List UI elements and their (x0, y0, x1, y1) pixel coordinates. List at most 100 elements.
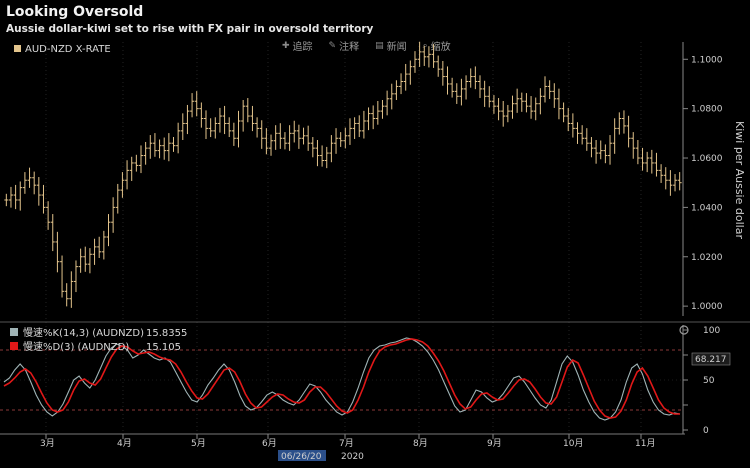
candle (594, 139, 599, 164)
candle (654, 152, 659, 177)
candle (50, 214, 55, 252)
annotate-button[interactable]: ✎ 注释 (329, 38, 360, 54)
candle (412, 51, 417, 73)
candle (501, 100, 506, 127)
candle (60, 255, 65, 298)
candle (621, 110, 626, 134)
zoom-button[interactable]: ⌕ 缩放 (423, 38, 451, 54)
candle (426, 46, 431, 68)
candle (543, 76, 548, 103)
candle (663, 167, 668, 190)
candle (320, 145, 325, 167)
candle (64, 283, 69, 307)
candle (552, 83, 557, 108)
candle (190, 93, 195, 118)
candle (87, 248, 92, 274)
candle (227, 117, 232, 138)
candle (617, 112, 622, 135)
candle (41, 184, 46, 214)
stochastic-legend: 慢速%K(14,3) (AUDNZD) 15.8355 慢速%D(3) (AUD… (10, 327, 187, 353)
candle (32, 171, 37, 195)
candle (148, 135, 153, 159)
candle (180, 113, 185, 140)
candle (255, 117, 260, 138)
candle (92, 238, 97, 265)
x-month-label: 5月 (191, 438, 206, 449)
news-label: 新闻 (386, 42, 407, 53)
candle (385, 90, 390, 116)
price-y-tick-label: 1.0200 (691, 253, 723, 263)
candle (482, 80, 487, 107)
x-month-label: 11月 (635, 438, 655, 449)
candle (55, 231, 60, 273)
candle (361, 110, 366, 139)
candle (538, 88, 543, 115)
chart-title: Looking Oversold (6, 4, 144, 20)
k-legend-value: 15.8355 (146, 328, 187, 339)
candle (264, 128, 269, 155)
candle (561, 102, 566, 123)
candle (329, 135, 334, 163)
news-button[interactable]: ▤ 新闻 (375, 38, 407, 54)
candle (454, 83, 459, 104)
candle (324, 146, 329, 169)
price-legend: AUD-NZD X-RATE (14, 44, 111, 55)
candle (222, 105, 227, 135)
candle (389, 83, 394, 110)
candle (176, 122, 181, 154)
candle (250, 105, 255, 132)
candle (598, 140, 603, 160)
candle (491, 95, 496, 114)
candle (473, 66, 478, 90)
candle (125, 160, 130, 190)
candle (115, 183, 120, 214)
candle (584, 128, 589, 151)
x-month-label: 10月 (563, 438, 583, 449)
x-month-label: 3月 (40, 438, 55, 449)
candle (468, 68, 473, 88)
stochastic-y-axis: 0 50 100 (683, 326, 720, 436)
candle (8, 186, 13, 208)
candle (459, 78, 464, 106)
price-legend-label: AUD-NZD X-RATE (25, 44, 111, 55)
price-gridlines (45, 42, 684, 434)
candle (152, 133, 157, 157)
candle (575, 122, 580, 144)
candle (649, 149, 654, 174)
price-y-tick-label: 1.0600 (691, 154, 723, 164)
candle (4, 193, 9, 207)
candle (487, 86, 492, 108)
candle (306, 125, 311, 151)
candle (241, 100, 246, 132)
candle (556, 88, 561, 120)
stochastic-y-tick-label: 50 (703, 376, 715, 386)
candle (171, 137, 176, 152)
track-button[interactable]: ✚ 追踪 (282, 38, 313, 54)
candle (566, 107, 571, 132)
price-y-axis-title: Kiwi per Aussie dollar (733, 121, 746, 239)
candle (635, 139, 640, 165)
x-month-label: 4月 (117, 438, 132, 449)
settings-icon[interactable] (679, 325, 689, 335)
x-month-label: 8月 (413, 438, 428, 449)
candle (371, 105, 376, 130)
candle (519, 92, 524, 112)
candle (570, 113, 575, 138)
candle (273, 125, 278, 150)
candle (677, 172, 682, 191)
candle (408, 60, 413, 85)
track-label: 追踪 (292, 42, 313, 53)
d-legend-value: 15.105 (146, 342, 181, 353)
candle (143, 141, 148, 165)
candle (83, 246, 88, 272)
price-y-tick-label: 1.0400 (691, 203, 723, 213)
candle (640, 147, 645, 171)
date-cursor-label: 06/26/20 (281, 452, 322, 462)
price-legend-swatch (14, 45, 21, 52)
candle (36, 177, 41, 206)
candle (157, 139, 162, 159)
price-candles (4, 41, 682, 308)
candle (46, 201, 51, 230)
candle (111, 197, 116, 233)
chart-toolbar: ✚ 追踪 ✎ 注释 ▤ 新闻 ⌕ 缩放 (282, 38, 451, 54)
